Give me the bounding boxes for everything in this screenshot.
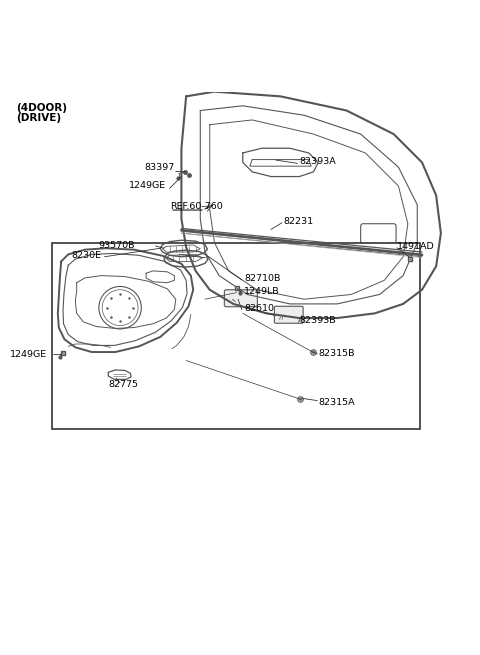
Text: 1249GE: 1249GE [10, 350, 47, 359]
Text: 82315A: 82315A [318, 398, 355, 407]
FancyBboxPatch shape [224, 290, 257, 307]
Text: 82393A: 82393A [300, 157, 336, 166]
Text: (DRIVE): (DRIVE) [16, 113, 61, 123]
FancyBboxPatch shape [360, 224, 396, 248]
FancyBboxPatch shape [52, 242, 420, 429]
Text: 1249GE: 1249GE [129, 181, 167, 191]
Text: 82231: 82231 [283, 217, 313, 227]
Text: (4DOOR): (4DOOR) [16, 103, 67, 113]
Text: 82315B: 82315B [318, 349, 355, 358]
Text: 82710B: 82710B [244, 274, 280, 284]
Text: 93570B: 93570B [99, 241, 135, 250]
Text: 8230E: 8230E [71, 252, 101, 260]
Text: 83397: 83397 [144, 162, 174, 172]
Text: 82775: 82775 [108, 380, 138, 388]
Text: 1249LB: 1249LB [244, 287, 280, 296]
Text: REF.60-760: REF.60-760 [170, 202, 223, 211]
FancyBboxPatch shape [275, 307, 303, 324]
Text: 82393B: 82393B [300, 316, 336, 326]
Text: 82610: 82610 [244, 304, 274, 313]
Text: 1491AD: 1491AD [396, 242, 434, 251]
